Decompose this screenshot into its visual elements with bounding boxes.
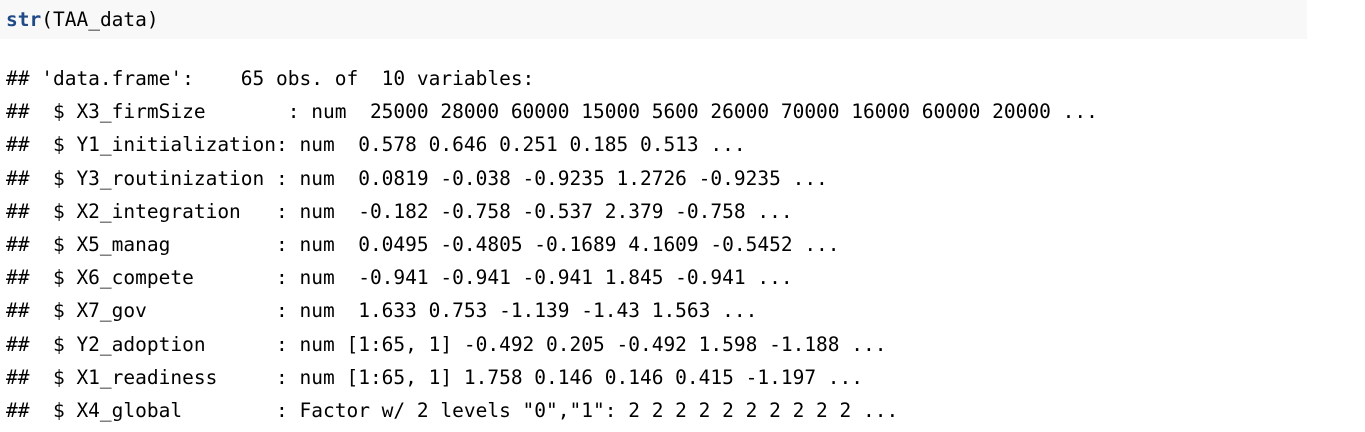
console-output: ## 'data.frame': 65 obs. of 10 variables… — [0, 62, 1098, 427]
output-line-x6-compete: ## $ X6_compete : num -0.941 -0.941 -0.9… — [6, 266, 793, 290]
output-line-x5-manag: ## $ X5_manag : num 0.0495 -0.4805 -0.16… — [6, 232, 840, 256]
code-chunk: str(TAA_data) — [0, 0, 1307, 39]
output-line-x7-gov: ## $ X7_gov : num 1.633 0.753 -1.139 -1.… — [6, 299, 758, 323]
output-line-y3-routinization: ## $ Y3_routinization : num 0.0819 -0.03… — [6, 166, 828, 190]
output-line-x3-firmsize: ## $ X3_firmSize : num 25000 28000 60000… — [6, 100, 1098, 124]
output-line-y1-initialization: ## $ Y1_initialization: num 0.578 0.646 … — [6, 133, 746, 157]
output-line-x1-readiness: ## $ X1_readiness : num [1:65, 1] 1.758 … — [6, 365, 864, 389]
output-line-x2-integration: ## $ X2_integration : num -0.182 -0.758 … — [6, 199, 793, 223]
function-name: str — [6, 8, 42, 31]
function-argument: TAA_data — [52, 8, 147, 31]
output-line-y2-adoption: ## $ Y2_adoption : num [1:65, 1] -0.492 … — [6, 332, 887, 356]
close-paren: ) — [146, 8, 159, 31]
output-line-x4-global: ## $ X4_global : Factor w/ 2 levels "0",… — [6, 398, 899, 422]
open-paren: ( — [41, 8, 53, 31]
output-line-header: ## 'data.frame': 65 obs. of 10 variables… — [6, 67, 535, 90]
